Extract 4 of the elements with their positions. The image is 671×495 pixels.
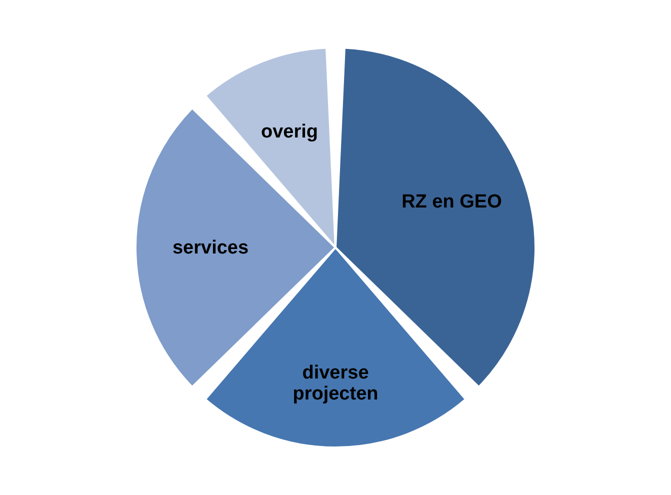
slice-label: services bbox=[172, 238, 249, 258]
slice-label: RZ en GEO bbox=[402, 191, 502, 212]
slice-label: overig bbox=[260, 121, 318, 142]
slice-label: diverse projecten bbox=[292, 362, 378, 404]
